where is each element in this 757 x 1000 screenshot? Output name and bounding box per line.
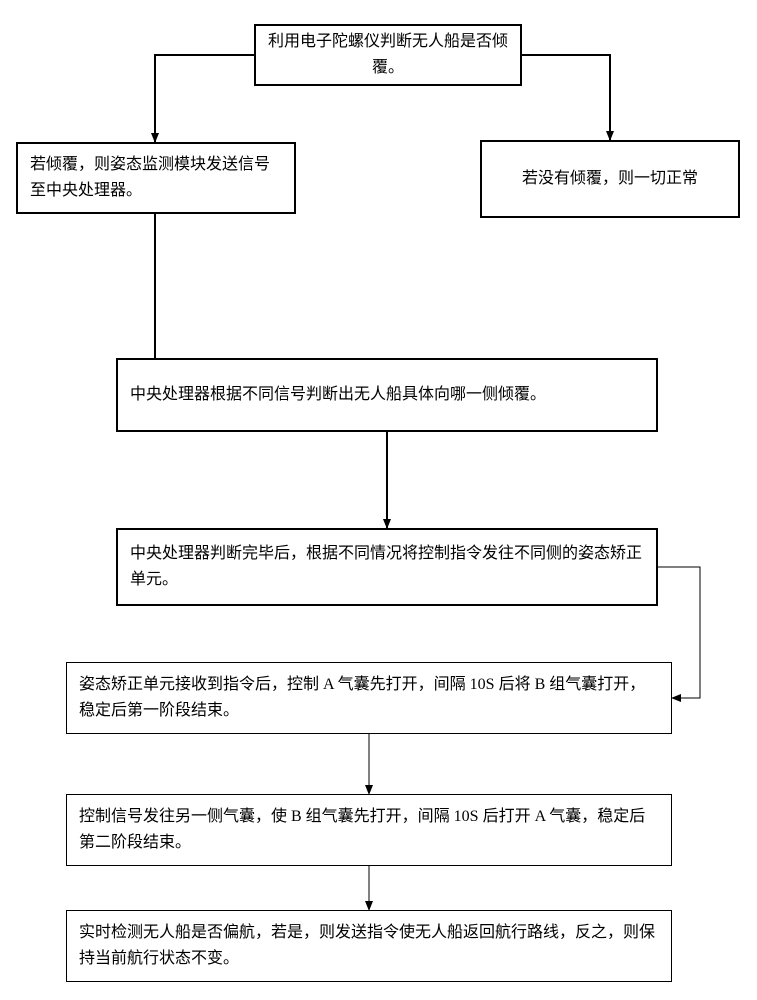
flowchart-canvas: 利用电子陀螺仪判断无人船是否倾覆。 若倾覆，则姿态监测模块发送信号至中央处理器。… — [0, 0, 757, 1000]
node-cpu-judge-side: 中央处理器根据不同信号判断出无人船具体向哪一侧倾覆。 — [116, 358, 658, 432]
node-capsize-yes: 若倾覆，则姿态监测模块发送信号至中央处理器。 — [16, 142, 296, 214]
node-text: 若倾覆，则姿态监测模块发送信号至中央处理器。 — [30, 152, 282, 203]
node-text: 利用电子陀螺仪判断无人船是否倾覆。 — [268, 29, 508, 80]
node-text: 控制信号发往另一侧气囊，使 B 组气囊先打开，间隔 10S 后打开 A 气囊，稳… — [79, 804, 659, 855]
node-stage-two: 控制信号发往另一侧气囊，使 B 组气囊先打开，间隔 10S 后打开 A 气囊，稳… — [66, 794, 672, 866]
node-capsize-no: 若没有倾覆，则一切正常 — [480, 140, 740, 218]
node-text: 若没有倾覆，则一切正常 — [522, 166, 698, 192]
node-stage-one: 姿态矫正单元接收到指令后，控制 A 气囊先打开，间隔 10S 后将 B 组气囊打… — [66, 662, 672, 734]
node-text: 中央处理器根据不同信号判断出无人船具体向哪一侧倾覆。 — [130, 382, 546, 408]
node-text: 中央处理器判断完毕后，根据不同情况将控制指令发往不同侧的姿态矫正单元。 — [130, 541, 644, 592]
node-text: 实时检测无人船是否偏航，若是，则发送指令使无人船返回航行路线，反之，则保持当前航… — [79, 920, 659, 971]
node-gyro-check: 利用电子陀螺仪判断无人船是否倾覆。 — [254, 24, 522, 86]
node-deviation-check: 实时检测无人船是否偏航，若是，则发送指令使无人船返回航行路线，反之，则保持当前航… — [66, 910, 672, 982]
node-cpu-send-command: 中央处理器判断完毕后，根据不同情况将控制指令发往不同侧的姿态矫正单元。 — [116, 528, 658, 606]
node-text: 姿态矫正单元接收到指令后，控制 A 气囊先打开，间隔 10S 后将 B 组气囊打… — [79, 672, 659, 723]
